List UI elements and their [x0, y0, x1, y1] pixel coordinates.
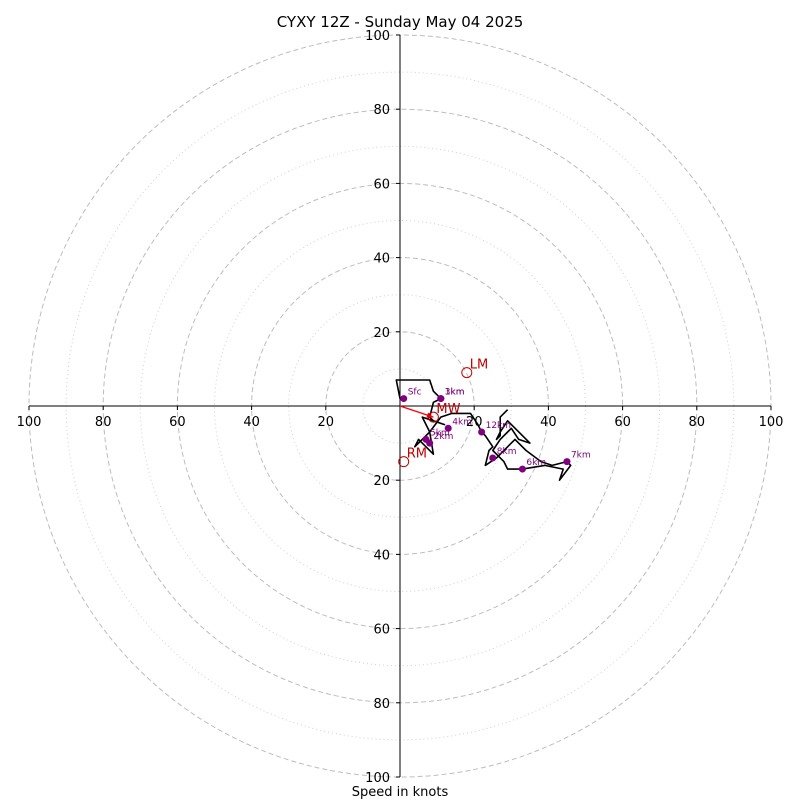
storm-motion-mw-label: MW	[436, 402, 460, 417]
y-tick-label: 60	[373, 177, 390, 192]
storm-motion-rm-label: RM	[407, 447, 427, 462]
height-label-8km: 8km	[497, 447, 517, 457]
x-tick-label: 80	[689, 415, 706, 430]
height-label-2km: 2km	[434, 432, 454, 442]
storm-motion-mw-marker	[427, 411, 439, 423]
height-marker-12km	[478, 428, 486, 436]
height-marker-6km	[518, 465, 526, 473]
height-marker-7km	[563, 458, 571, 466]
storm-motion-layer: LM RM MW	[398, 358, 488, 468]
x-tick-label: 40	[540, 415, 557, 430]
height-label-6km: 6km	[526, 458, 546, 468]
height-label-1km: 1km	[445, 388, 465, 398]
height-label-sfc: Sfc	[408, 388, 422, 398]
height-marker-3km	[437, 395, 445, 403]
height-marker-5km	[422, 435, 430, 443]
x-tick-label: 100	[17, 415, 42, 430]
storm-motion-lm-label: LM	[470, 358, 488, 373]
x-tick-label: 20	[318, 415, 335, 430]
y-tick-label: 40	[373, 548, 390, 563]
x-tick-label: 60	[169, 415, 186, 430]
x-tick-label: 60	[614, 415, 631, 430]
x-axis-label: Speed in knots	[352, 785, 449, 800]
tick-labels-layer: 100 80 60 40 20 20 40 60 80 100204060801002040608…	[17, 29, 784, 786]
chart-title: CYXY 12Z - Sunday May 04 2025	[277, 13, 524, 31]
x-tick-label: 80	[95, 415, 112, 430]
y-tick-label: 80	[373, 103, 390, 118]
x-tick-label: 40	[243, 415, 260, 430]
height-label-12km: 12km	[486, 421, 511, 431]
y-tick-label: 60	[373, 623, 390, 638]
height-label-3km: 3km	[445, 388, 465, 398]
y-tick-label: 100	[365, 29, 390, 44]
height-label-4km: 4km	[452, 417, 472, 427]
y-tick-label: 80	[373, 697, 390, 712]
y-tick-label: 40	[373, 252, 390, 267]
wind-profile-trace	[395, 379, 572, 482]
height-label-5km: 5km	[430, 428, 450, 438]
storm-motion-lm-marker	[461, 367, 473, 379]
y-tick-label: 100	[365, 771, 390, 786]
y-tick-label: 20	[373, 326, 390, 341]
storm-motion-rm-marker	[398, 456, 410, 468]
height-marker-sfc	[400, 395, 408, 403]
height-label-7km: 7km	[571, 451, 591, 461]
trace-layer	[395, 379, 572, 482]
height-marker-4km	[444, 424, 452, 432]
x-tick-label: 100	[759, 415, 784, 430]
height-marker-8km	[489, 454, 497, 462]
y-tick-label: 20	[373, 474, 390, 489]
